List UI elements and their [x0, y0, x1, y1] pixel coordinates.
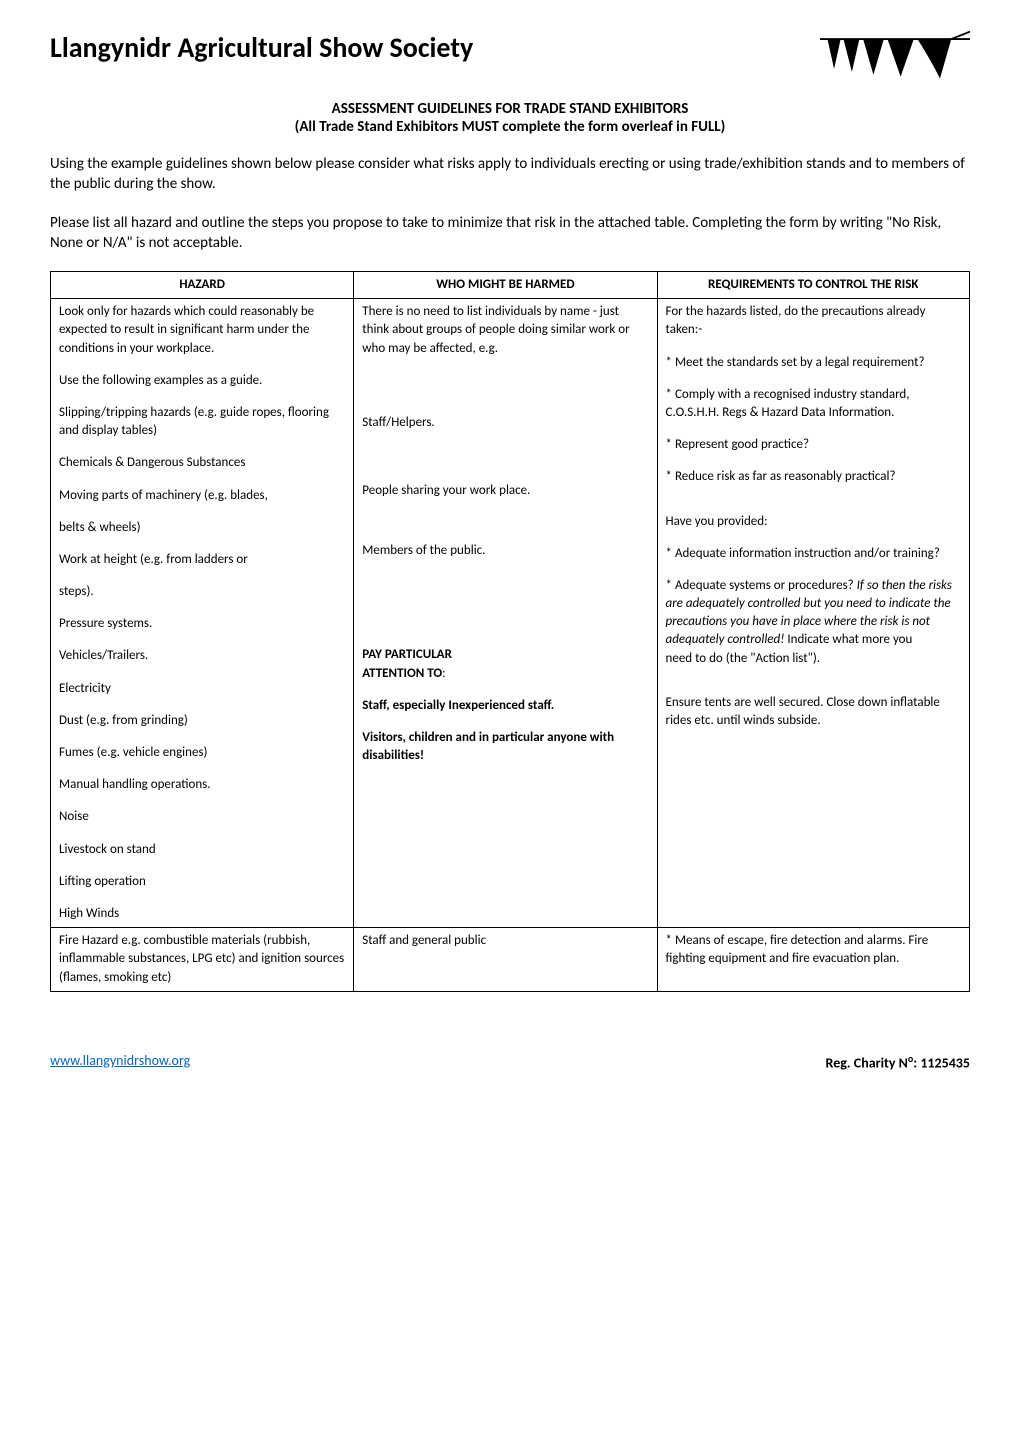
hazard-text: Use the following examples as a guide. [59, 372, 345, 390]
spacer [362, 372, 648, 414]
subtitle-line2: (All Trade Stand Exhibitors MUST complet… [50, 118, 970, 136]
hazard-text: Pressure systems. [59, 615, 345, 633]
hazard-text: Chemicals & Dangerous Substances [59, 454, 345, 472]
hazard-text: Lifting operation [59, 873, 345, 891]
req-text: Have you provided: [666, 513, 961, 531]
spacer [362, 446, 648, 482]
req-text: * Adequate systems or procedures? [666, 578, 854, 593]
hazard-text: High Winds [59, 905, 345, 923]
header-row: Llangynidr Agricultural Show Society [50, 30, 970, 80]
spacer [362, 574, 648, 646]
who-text: People sharing your work place. [362, 482, 648, 500]
hazard-text: Work at height (e.g. from ladders or [59, 551, 345, 569]
page-title: Llangynidr Agricultural Show Society [50, 30, 473, 65]
subtitle-line1: ASSESSMENT GUIDELINES FOR TRADE STAND EX… [50, 100, 970, 118]
cell-who: Staff and general public [354, 928, 657, 992]
spacer [362, 514, 648, 542]
who-text: There is no need to list individuals by … [362, 303, 648, 358]
req-text: * Represent good practice? [666, 436, 961, 454]
req-text: * Comply with a recognised industry stan… [666, 386, 961, 422]
hazard-text: Noise [59, 808, 345, 826]
pennant-banner-icon [820, 30, 970, 80]
spacer [666, 501, 961, 513]
who-text-bold: PAY PARTICULAR [362, 646, 648, 664]
req-text: Indicate what more you [784, 632, 912, 647]
who-text: Members of the public. [362, 542, 648, 560]
who-attention-line: ATTENTION TO: [362, 665, 648, 683]
who-text-bold: Staff, especially Inexperienced staff. [362, 697, 648, 715]
hazard-text: Slipping/tripping hazards (e.g. guide ro… [59, 404, 345, 440]
hazard-text: Dust (e.g. from grinding) [59, 712, 345, 730]
hazard-text: Electricity [59, 680, 345, 698]
hazard-text: Moving parts of machinery (e.g. blades, [59, 487, 345, 505]
hazard-text: Vehicles/Trailers. [59, 647, 345, 665]
spacer [666, 682, 961, 694]
req-text: * Reduce risk as far as reasonably pract… [666, 468, 961, 486]
col-header-req: REQUIREMENTS TO CONTROL THE RISK [657, 272, 969, 299]
intro-paragraph-2: Please list all hazard and outline the s… [50, 213, 970, 254]
req-text: * Adequate information instruction and/o… [666, 545, 961, 563]
footer-right-prefix: Reg. Charity N [826, 1054, 908, 1071]
req-text: need to do (the "Action list"). [666, 650, 961, 668]
col-header-who: WHO MIGHT BE HARMED [354, 272, 657, 299]
footer: www.llangynidrshow.org Reg. Charity No: … [50, 1052, 970, 1072]
hazard-text: Look only for hazards which could reason… [59, 303, 345, 358]
cell-req: For the hazards listed, do the precautio… [657, 299, 969, 928]
who-text: Staff/Helpers. [362, 414, 648, 432]
req-text: Ensure tents are well secured. Close dow… [666, 694, 961, 730]
req-text: * Meet the standards set by a legal requ… [666, 354, 961, 372]
subtitle-block: ASSESSMENT GUIDELINES FOR TRADE STAND EX… [50, 100, 970, 136]
req-mixed-line: * Adequate systems or procedures? If so … [666, 577, 961, 650]
risk-table: HAZARD WHO MIGHT BE HARMED REQUIREMENTS … [50, 271, 970, 992]
cell-req: * Means of escape, fire detection and al… [657, 928, 969, 992]
hazard-text: belts & wheels) [59, 519, 345, 537]
cell-who: There is no need to list individuals by … [354, 299, 657, 928]
footer-right-suffix: : 1125435 [913, 1054, 970, 1071]
hazard-text: Fumes (e.g. vehicle engines) [59, 744, 345, 762]
col-header-hazard: HAZARD [51, 272, 354, 299]
table-row: Fire Hazard e.g. combustible materials (… [51, 928, 970, 992]
cell-hazard: Fire Hazard e.g. combustible materials (… [51, 928, 354, 992]
hazard-text: Manual handling operations. [59, 776, 345, 794]
cell-hazard: Look only for hazards which could reason… [51, 299, 354, 928]
who-text: : [442, 666, 445, 681]
intro-paragraph-1: Using the example guidelines shown below… [50, 154, 970, 195]
table-row: Look only for hazards which could reason… [51, 299, 970, 928]
who-text-bold: ATTENTION TO [362, 666, 442, 681]
table-header-row: HAZARD WHO MIGHT BE HARMED REQUIREMENTS … [51, 272, 970, 299]
footer-link[interactable]: www.llangynidrshow.org [50, 1052, 190, 1072]
hazard-text: Livestock on stand [59, 841, 345, 859]
req-text: For the hazards listed, do the precautio… [666, 303, 961, 339]
footer-charity: Reg. Charity No: 1125435 [826, 1052, 970, 1072]
hazard-text: steps). [59, 583, 345, 601]
who-text-bold: Visitors, children and in particular any… [362, 729, 648, 765]
